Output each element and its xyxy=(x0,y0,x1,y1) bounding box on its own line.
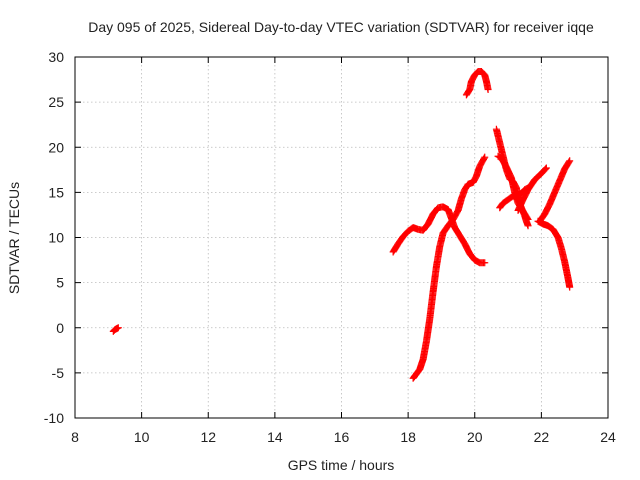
series-arc-8 xyxy=(514,164,550,214)
y-tick-label: 15 xyxy=(48,184,64,200)
series-arc-10 xyxy=(536,157,574,225)
x-tick-label: 24 xyxy=(600,429,616,445)
tick-labels-layer: 8 10 12 14 16 18 20 22 24 -10 -5 0 5 10 15 20 25 30 xyxy=(44,49,616,445)
x-tick-label: 18 xyxy=(400,429,416,445)
series-arc-9 xyxy=(534,217,574,291)
data-point-marker xyxy=(566,283,574,291)
data-point-marker xyxy=(484,85,492,93)
data-point-marker xyxy=(481,259,489,267)
x-tick-label: 16 xyxy=(334,429,350,445)
y-tick-label: 30 xyxy=(48,49,64,65)
x-tick-label: 8 xyxy=(71,429,79,445)
y-tick-label: 0 xyxy=(56,320,64,336)
y-tick-label: 10 xyxy=(48,230,64,246)
y-tick-label: -10 xyxy=(44,410,64,426)
data-point-marker xyxy=(524,215,532,223)
data-point-marker xyxy=(523,214,531,222)
x-axis-title: GPS time / hours xyxy=(288,457,395,473)
y-axis-title: SDTVAR / TECUs xyxy=(6,182,22,294)
x-tick-label: 20 xyxy=(467,429,483,445)
ticks-layer xyxy=(74,56,609,419)
y-tick-label: 5 xyxy=(56,275,64,291)
data-point-marker xyxy=(566,157,574,165)
data-point-marker xyxy=(542,164,550,172)
series-arc-3 xyxy=(409,153,489,382)
chart-title: Day 095 of 2025, Sidereal Day-to-day VTE… xyxy=(88,19,594,35)
data-point-marker xyxy=(481,153,489,161)
data-point-marker xyxy=(524,222,532,230)
data-point-marker xyxy=(114,324,122,332)
data-point-marker xyxy=(542,165,550,173)
x-tick-label: 12 xyxy=(200,429,216,445)
y-tick-label: 25 xyxy=(48,94,64,110)
series-arc-1 xyxy=(109,324,122,335)
x-tick-label: 14 xyxy=(267,429,283,445)
data-point-marker xyxy=(565,158,573,166)
y-tick-label: 20 xyxy=(48,139,64,155)
series-arc-4 xyxy=(462,67,492,99)
y-tick-label: -5 xyxy=(52,365,65,381)
x-tick-label: 22 xyxy=(534,429,550,445)
x-tick-label: 10 xyxy=(134,429,150,445)
grid-layer xyxy=(75,57,608,418)
data-layer xyxy=(109,67,574,382)
data-point-marker xyxy=(480,154,488,162)
